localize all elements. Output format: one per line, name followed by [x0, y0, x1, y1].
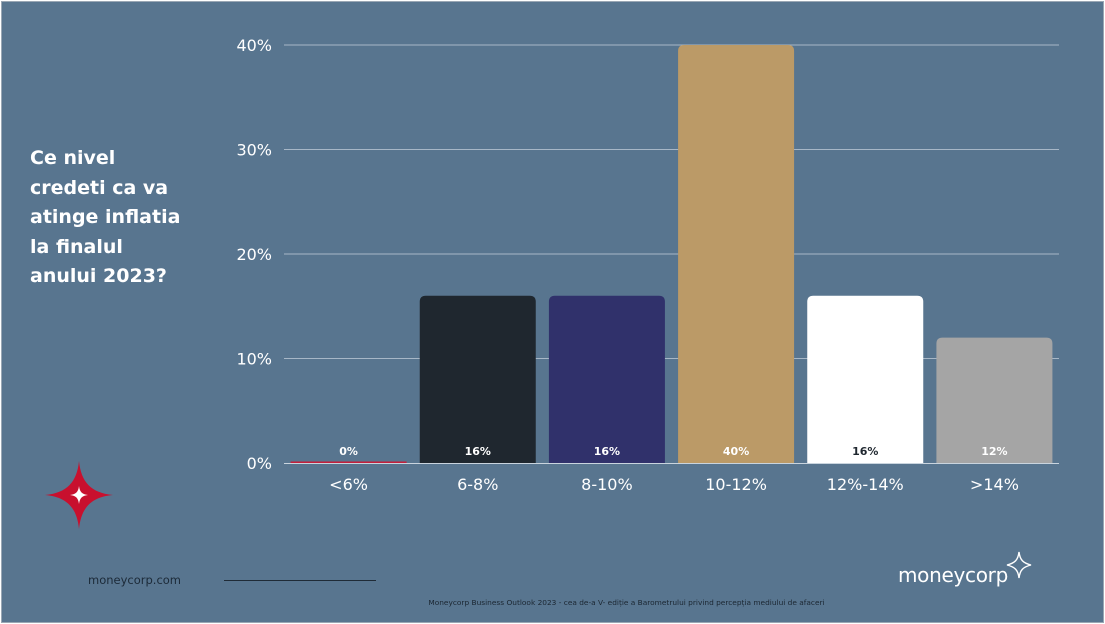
- chart-question: Ce nivel credeti ca va atinge inflatia l…: [30, 144, 200, 292]
- data-label: 16%: [465, 445, 491, 458]
- x-tick-label: >14%: [970, 475, 1019, 494]
- data-label: 40%: [723, 445, 749, 458]
- footer-caption: Moneycorp Business Outlook 2023 - cea de…: [428, 598, 825, 607]
- x-tick-label: 10-12%: [705, 475, 767, 494]
- bar: [290, 461, 407, 464]
- data-label: 12%: [981, 445, 1007, 458]
- question-line: anului 2023?: [30, 265, 167, 287]
- question-line: atinge inflatia: [30, 206, 181, 228]
- y-tick-label: 0%: [247, 454, 272, 473]
- question-line: la finalul: [30, 235, 123, 258]
- bar: [548, 295, 665, 463]
- data-label: 0%: [339, 445, 358, 458]
- website-link[interactable]: moneycorp.com: [88, 573, 182, 587]
- question-line: Ce nivel: [30, 147, 116, 169]
- bar: [807, 295, 924, 463]
- brand-logo: moneycorp: [898, 563, 1008, 587]
- y-tick-label: 30%: [236, 141, 272, 160]
- moneycorp-star-logo-icon: [45, 461, 113, 529]
- y-tick-label: 10%: [236, 350, 272, 369]
- bar: [936, 337, 1053, 463]
- y-tick-label: 40%: [236, 36, 272, 55]
- x-tick-label: 6-8%: [457, 475, 498, 494]
- question-line: credeti ca va: [30, 176, 169, 199]
- x-tick-label: 8-10%: [581, 475, 633, 494]
- x-tick-label: 12%-14%: [827, 475, 904, 494]
- data-label: 16%: [594, 445, 620, 458]
- bar: [678, 45, 795, 463]
- x-tick-label: <6%: [329, 475, 368, 494]
- divider: [224, 580, 376, 581]
- bar: [419, 295, 536, 463]
- data-label: 16%: [852, 445, 878, 458]
- sparkle-icon: [1006, 551, 1032, 579]
- y-tick-label: 20%: [236, 245, 272, 264]
